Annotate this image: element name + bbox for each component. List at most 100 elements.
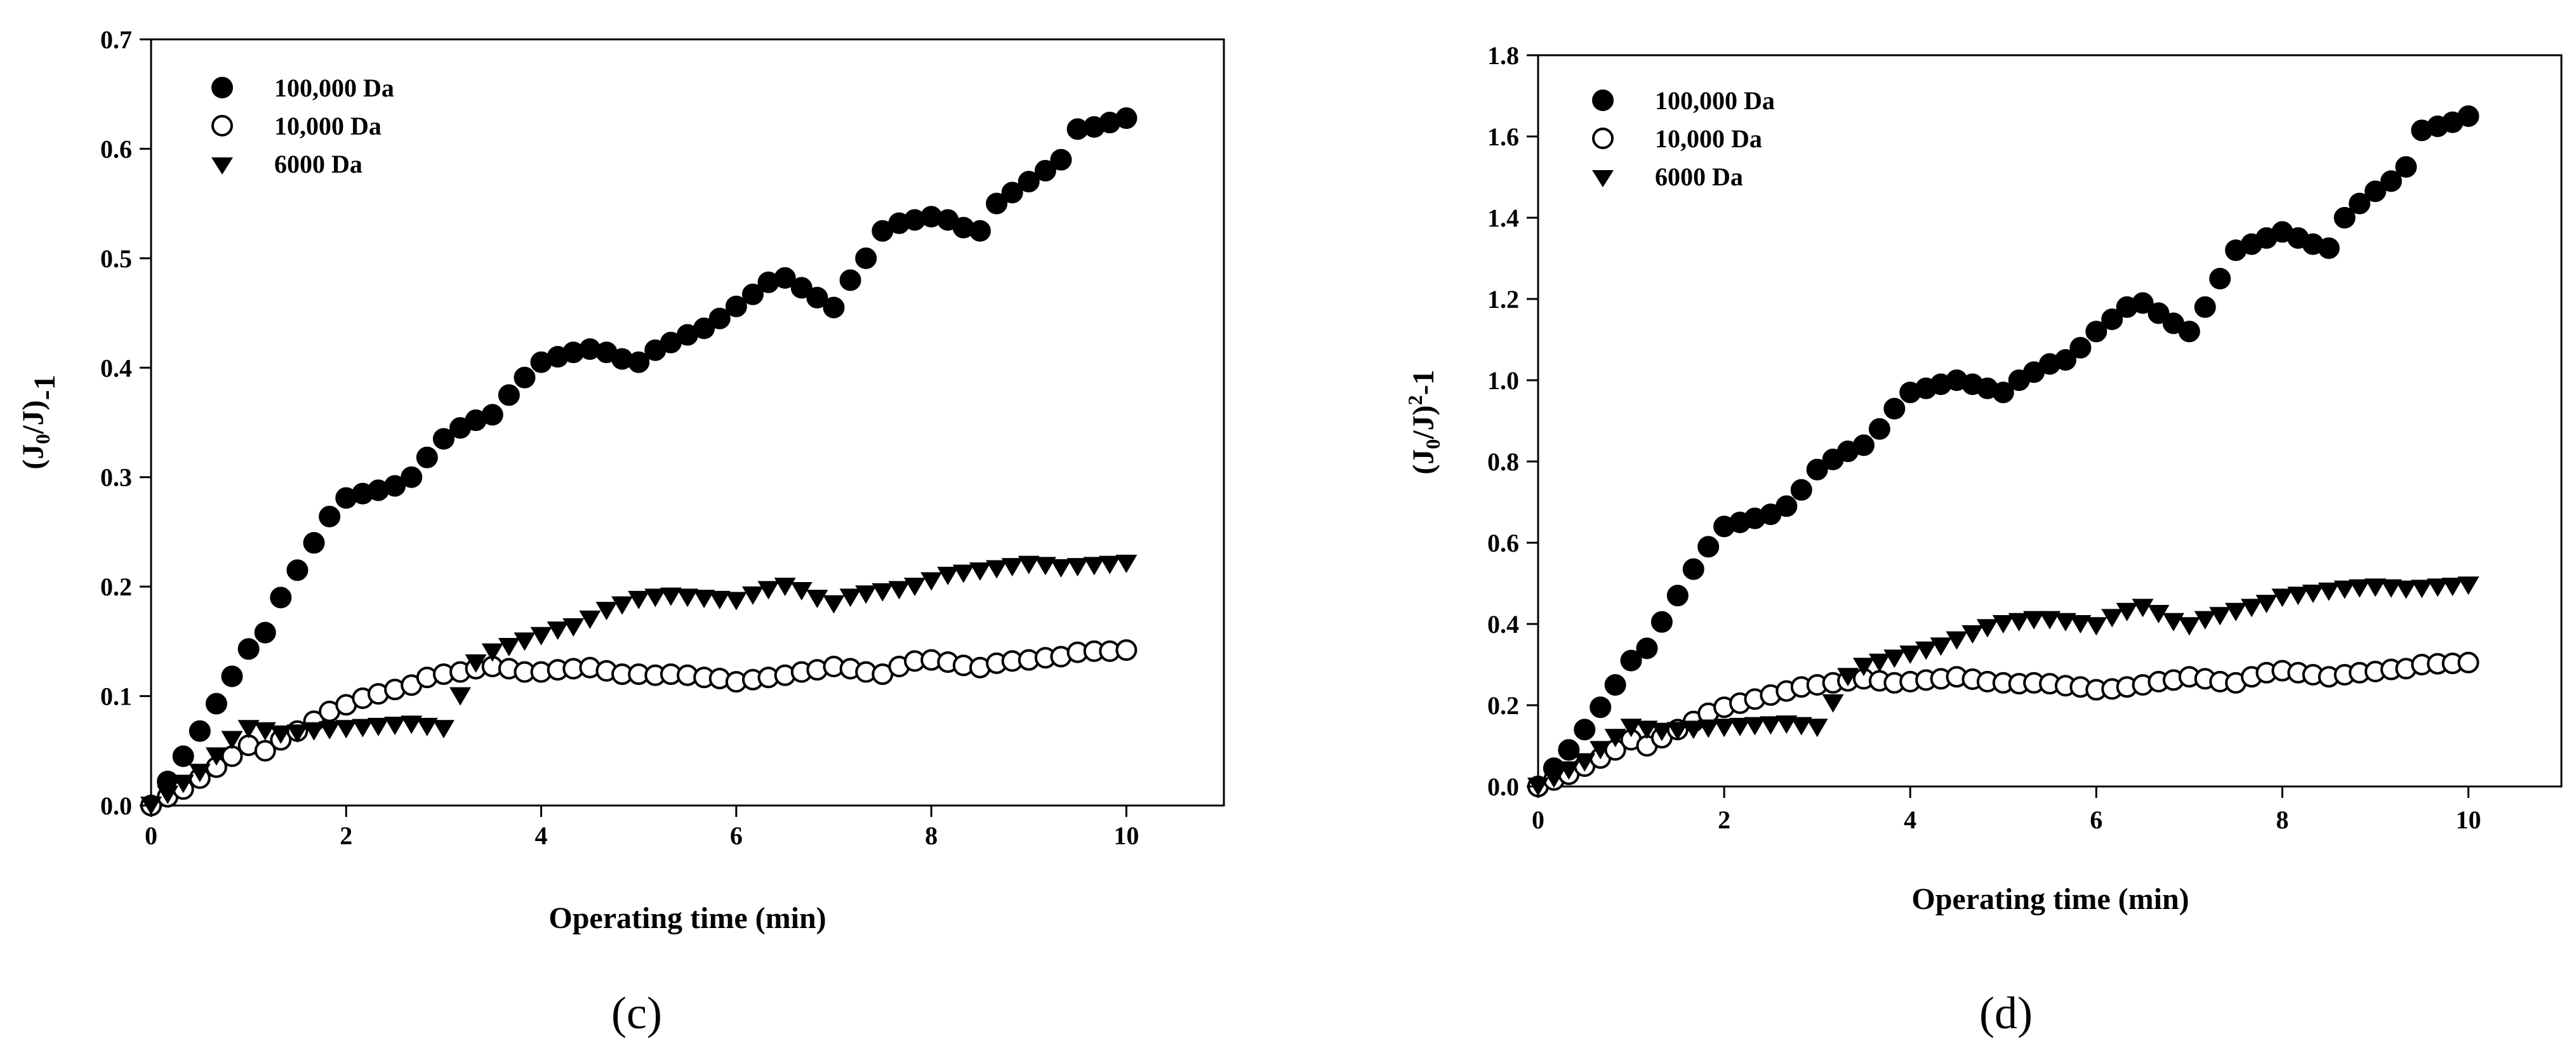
data-point-triangle [920,572,943,591]
data-point-triangle [823,595,845,614]
data-point-triangle [205,747,227,766]
y-tick-label: 0.2 [1487,691,1519,720]
data-point-triangle [1899,646,1922,664]
legend-marker-triangle-down [1592,170,1614,187]
data-point-filled-circle [1666,585,1689,607]
data-point-triangle [2039,611,2061,630]
x-tick-label: 8 [925,821,938,850]
y-tick-label: 0.5 [100,244,132,273]
data-point-filled-circle [2054,349,2076,371]
data-point-filled-circle [1590,696,1612,719]
data-marks [1527,105,2480,797]
y-tick-label: 0.6 [1487,529,1519,557]
data-point-triangle [2348,579,2370,598]
data-point-triangle [903,578,926,597]
data-point-triangle [2162,613,2184,632]
y-title-part: -1 [1407,369,1440,395]
data-point-triangle [2271,588,2294,607]
legend-marker-filled-circle [1592,90,1614,111]
data-point-triangle [2101,609,2123,628]
data-point-triangle [1713,719,1736,738]
data-point-triangle [595,602,618,621]
data-point-triangle [2334,580,2356,599]
data-point-filled-circle [189,720,211,742]
axes: 0 2 4 6 8 10 0.0 0.1 0.2 0.3 0.4 0.5 0.6 0.7 [100,25,1139,850]
data-point-triangle [1636,720,1658,740]
data-point-triangle [1976,619,1998,638]
data-point-triangle [1558,761,1580,780]
data-point-triangle [562,618,585,637]
data-point-triangle [644,588,667,607]
data-point-triangle [611,596,634,615]
data-point-triangle [432,720,455,739]
x-tick-label: 4 [535,821,548,850]
data-point-triangle [1018,555,1040,574]
data-point-filled-circle [2148,302,2170,324]
data-point-triangle [481,643,503,662]
data-point-filled-circle [2132,292,2154,314]
data-point-triangle [757,581,780,600]
legend-marker-open-circle [211,115,233,136]
data-point-filled-circle [2395,156,2417,178]
data-point-triangle [1682,720,1704,740]
legend-label: 10,000 Da [1655,124,1762,153]
data-point-triangle [1697,719,1720,738]
data-point-triangle [2054,613,2076,632]
legend-marker-open-circle [1592,128,1614,149]
data-point-triangle [1868,653,1890,672]
data-point-filled-circle [2457,105,2480,127]
data-point-filled-circle [2318,237,2340,259]
data-point-filled-circle [205,693,227,715]
y-tick-label: 0.6 [100,135,132,163]
y-title-part: /J) [17,400,50,434]
data-point-open-circle [254,740,276,762]
data-point-triangle [1776,715,1798,734]
data-point-triangle [367,717,389,736]
data-point-filled-circle [1852,434,1875,456]
data-point-triangle [969,562,991,581]
y-tick-label: 0.0 [100,792,132,820]
data-point-filled-circle [1034,159,1056,182]
data-point-triangle [172,774,194,793]
data-point-triangle [1883,649,1906,668]
data-point-triangle [2085,617,2108,636]
y-tick-label: 1.2 [1487,285,1519,314]
data-point-triangle [514,632,536,651]
y-title-subscript: 0 [31,434,54,444]
data-point-filled-circle [2209,268,2231,289]
data-point-filled-circle [416,446,438,468]
data-point-filled-circle [401,466,423,488]
data-point-filled-circle [806,286,828,308]
data-point-triangle [1066,558,1089,577]
legend: 100,000 Da 10,000 Da 6000 Da [211,74,394,178]
data-point-open-circle [2457,651,2480,673]
data-marks [140,107,1138,816]
y-tick-label: 0.4 [1487,610,1519,639]
data-point-triangle [189,764,211,783]
x-tick-label: 0 [145,821,157,850]
data-point-filled-circle [628,351,650,373]
data-point-triangle [2194,611,2216,630]
data-point-filled-circle [2085,321,2108,343]
data-point-triangle [1946,631,1968,650]
x-axis-title: Operating time (min) [1911,882,2189,916]
legend-label: 6000 Da [1655,163,1743,191]
data-point-filled-circle [741,283,764,305]
data-point-filled-circle [986,192,1008,215]
x-tick-label: 6 [730,821,743,850]
data-point-triangle [2241,599,2263,618]
legend: 100,000 Da 10,000 Da 6000 Da [1592,86,1775,191]
panel-label: (d) [1979,988,2033,1038]
axes: 0 2 4 6 8 10 0.0 0.2 0.4 0.6 0.8 1.0 1.2 1.4 1.6 1.8 [1487,41,2481,834]
data-point-filled-circle [2194,296,2216,318]
data-point-triangle [2069,615,2092,633]
x-tick-label: 8 [2276,806,2288,834]
legend-label: 100,000 Da [274,74,394,102]
x-tick-label: 4 [1904,806,1916,834]
data-point-filled-circle [1050,149,1072,171]
data-point-filled-circle [172,745,194,767]
data-point-triangle [872,583,894,602]
data-point-triangle [2457,576,2480,595]
y-axis-title: (J0/J)-1 [17,375,62,469]
data-point-filled-circle [303,532,325,554]
